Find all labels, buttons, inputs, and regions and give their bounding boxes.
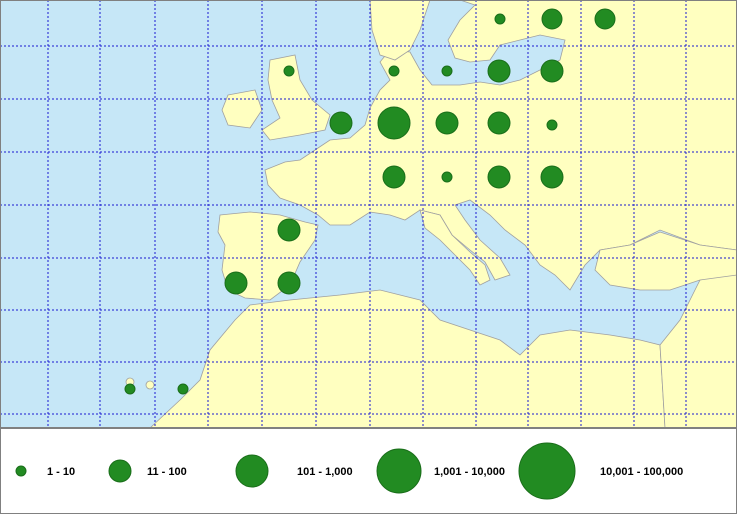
legend-symbol (376, 448, 422, 494)
legend-symbol (518, 442, 576, 500)
legend-label: 101 - 1,000 (297, 466, 353, 478)
graticule (0, 0, 737, 428)
legend-label: 1,001 - 10,000 (434, 466, 505, 478)
legend-label: 10,001 - 100,000 (600, 466, 683, 478)
legend-symbol (108, 459, 132, 483)
symbols (124, 8, 616, 395)
legend-label: 11 - 100 (147, 466, 187, 478)
legend-symbol (235, 454, 269, 488)
legend-symbol (15, 465, 27, 477)
land (0, 0, 737, 429)
legend-label: 1 - 10 (47, 466, 75, 478)
legend: 1 - 10 11 - 100 101 - 1,000 1,001 - 10,0… (0, 428, 737, 514)
